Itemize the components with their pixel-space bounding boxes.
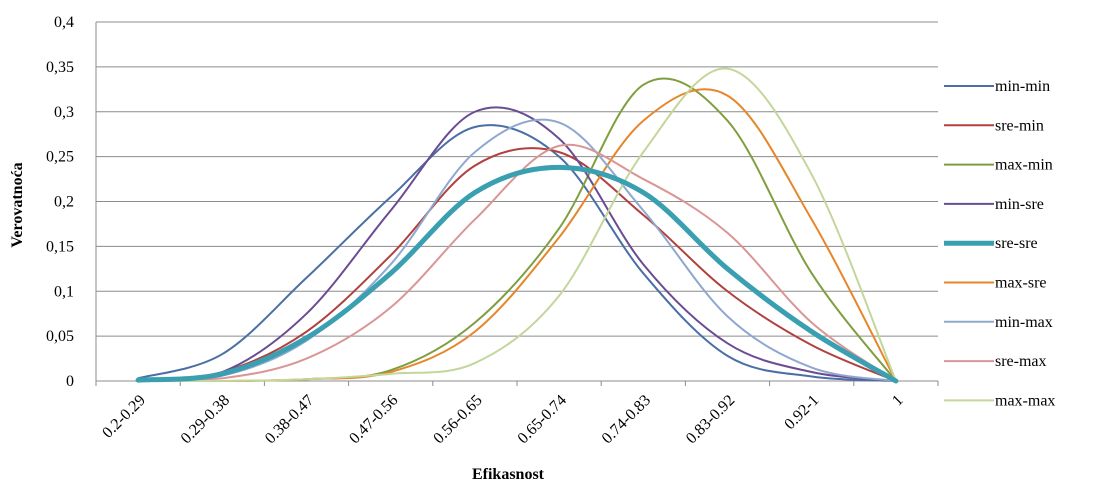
x-tick-label: 0.29-0.38: [178, 392, 233, 447]
series-line-max-max: [137, 67, 897, 383]
x-axis-title: Efikasnost: [472, 466, 545, 483]
legend-label-max-min: max-min: [995, 157, 1053, 174]
series-line-sre-min: [137, 147, 897, 382]
x-tick-label: 0.83-0.92: [683, 392, 738, 447]
x-tick-label: 0.47-0.56: [346, 392, 401, 447]
legend-label-sre-max: sre-max: [995, 353, 1047, 370]
y-tick-label: 0,1: [54, 283, 74, 300]
y-tick-label: 0,2: [54, 194, 74, 211]
legend: min-min sre-min max-min min-sre sre-sre max-s…: [944, 78, 1055, 409]
legend-label-min-max: min-max: [995, 314, 1053, 331]
legend-label-sre-sre: sre-sre: [995, 235, 1038, 252]
x-tick-label: 0.74-0.83: [599, 392, 654, 447]
y-axis-ticks: 0 0,05 0,1 0,15 0,2 0,25 0,3 0,35 0,4: [46, 14, 74, 390]
series-line-min-max: [137, 118, 897, 382]
y-tick-label: 0: [66, 373, 74, 390]
y-tick-label: 0,15: [46, 238, 74, 255]
series-line-sre-sre: [135, 164, 899, 384]
legend-label-sre-min: sre-min: [995, 117, 1044, 134]
y-tick-label: 0,35: [46, 59, 74, 76]
y-tick-label: 0,4: [54, 14, 74, 31]
series-lines: [135, 67, 899, 384]
legend-label-max-sre: max-sre: [995, 275, 1047, 292]
legend-label-min-min: min-min: [995, 78, 1050, 95]
x-tick-label: 0.56-0.65: [430, 392, 485, 447]
legend-label-min-sre: min-sre: [995, 196, 1044, 213]
x-tick-label: 1: [889, 392, 907, 410]
y-axis-title: Verovatnoća: [9, 162, 26, 247]
series-line-sre-max: [137, 143, 897, 382]
series-line-min-min: [137, 124, 897, 382]
x-axis-ticks: 0.2-0.29 0.29-0.38 0.38-0.47 0.47-0.56 0.56-…: [99, 392, 907, 447]
x-tick-label: 0.65-0.74: [515, 392, 570, 447]
series-line-min-sre: [137, 106, 897, 382]
y-tick-label: 0,05: [46, 328, 74, 345]
y-tick-label: 0,25: [46, 149, 74, 166]
legend-label-max-max: max-max: [995, 392, 1055, 409]
x-tick-label: 0.38-0.47: [262, 392, 317, 447]
x-tick-label: 0.92-1: [781, 392, 822, 433]
x-tick-label: 0.2-0.29: [99, 392, 149, 442]
y-tick-label: 0,3: [54, 104, 74, 121]
